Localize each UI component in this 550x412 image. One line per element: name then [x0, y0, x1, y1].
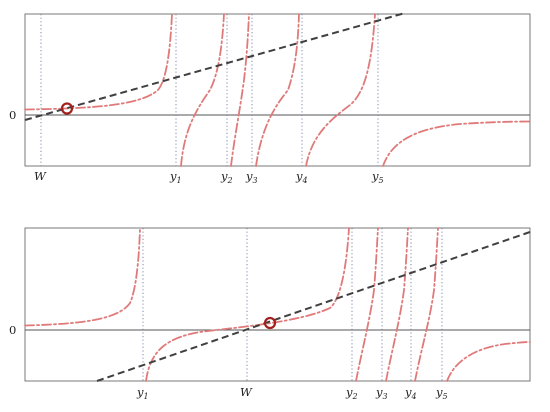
bottom-y5-sub: 5	[443, 392, 448, 401]
top-curve-branch-0	[24, 13, 173, 111]
bottom-y5-label: y5	[435, 385, 448, 401]
top-y3-letter: y	[245, 169, 253, 183]
bottom-curve-branch-3	[385, 227, 409, 382]
top-W-label: W	[34, 169, 47, 183]
top-y1-label: y1	[169, 169, 182, 185]
bottom-curve-branch-2	[355, 227, 379, 382]
top-root-marker	[60, 102, 74, 115]
top-y5-letter: y	[371, 169, 379, 183]
bottom-y1-label: y1	[136, 385, 149, 401]
bottom-curve-branch-4	[414, 227, 439, 382]
bottom-curve-branch-0	[24, 227, 141, 327]
top-panel-frame	[24, 13, 531, 167]
bottom-y4-label: y4	[404, 385, 417, 401]
top-y1-sub: 1	[177, 176, 182, 185]
bottom-panel: 0 y1 W y2 y3 y4 y5	[9, 227, 531, 401]
top-y1-letter: y	[169, 169, 177, 183]
bottom-curve-branch-5	[446, 341, 531, 382]
top-y5-sub: 5	[379, 176, 384, 185]
bottom-W-label: W	[240, 385, 253, 399]
top-y5-label: y5	[371, 169, 384, 185]
top-panel: 0 W y1 y2 y3 y4 y5	[9, 12, 531, 185]
bottom-y2-label: y2	[345, 385, 358, 401]
bottom-y2-sub: 2	[352, 392, 358, 401]
bottom-y1-sub: 1	[144, 392, 149, 401]
top-zero-label: 0	[9, 108, 16, 122]
bottom-y3-letter: y	[375, 385, 383, 399]
top-y4-sub: 4	[302, 176, 308, 185]
bottom-y4-letter: y	[404, 385, 412, 399]
top-y2-label: y2	[220, 169, 233, 185]
top-y4-letter: y	[295, 169, 303, 183]
top-curve-branch-2	[230, 13, 250, 167]
top-curve-branch-4	[305, 13, 376, 167]
top-y4-label: y4	[295, 169, 308, 185]
top-y3-sub: 3	[253, 176, 258, 185]
bottom-y2-letter: y	[345, 385, 353, 399]
bottom-y3-label: y3	[375, 385, 388, 401]
bottom-curve-branch-1	[145, 227, 350, 382]
top-y2-letter: y	[220, 169, 228, 183]
top-y3-label: y3	[245, 169, 258, 185]
top-dashed-line	[24, 12, 406, 121]
bottom-y5-letter: y	[435, 385, 443, 399]
bottom-root-marker	[263, 316, 277, 330]
bottom-y1-letter: y	[136, 385, 144, 399]
top-curve-branch-5	[382, 120, 531, 167]
bottom-y4-sub: 4	[411, 392, 417, 401]
bottom-panel-frame	[24, 227, 531, 382]
bottom-y3-sub: 3	[383, 392, 388, 401]
top-y2-sub: 2	[227, 176, 233, 185]
top-curve-branch-1	[180, 13, 225, 167]
bottom-zero-label: 0	[9, 323, 16, 337]
top-curve-branch-3	[255, 13, 300, 167]
